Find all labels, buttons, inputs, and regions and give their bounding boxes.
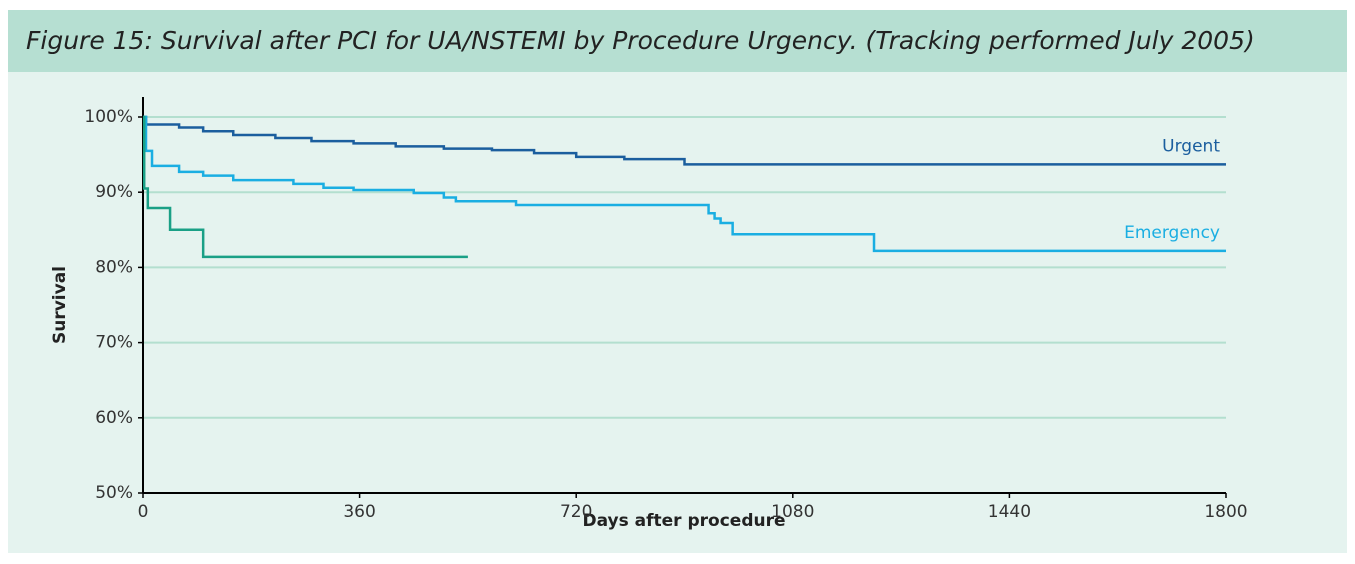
- x-tick-label: 360: [343, 502, 375, 522]
- y-tick-label: 60%: [95, 408, 133, 428]
- survival-line: [142, 115, 468, 259]
- y-tick-label: 80%: [95, 257, 133, 277]
- y-tick-label: 70%: [95, 333, 133, 353]
- y-axis-label: Survival: [50, 266, 70, 344]
- x-tick-label: 1800: [1204, 502, 1247, 522]
- y-tick-label: 90%: [95, 182, 133, 202]
- x-tick-label: 0: [138, 502, 149, 522]
- series-label: Urgent: [1162, 136, 1220, 156]
- survival-line: [143, 115, 1226, 253]
- x-tick-label: 1080: [771, 502, 814, 522]
- series-label: Emergency: [1124, 223, 1220, 243]
- title-band: [8, 10, 1347, 72]
- plot-background: [8, 72, 1347, 553]
- survival-line: [143, 115, 1226, 166]
- y-tick-label: 50%: [95, 483, 133, 503]
- x-tick-label: 720: [560, 502, 592, 522]
- x-tick-label: 1440: [988, 502, 1031, 522]
- x-axis-label: Days after procedure: [582, 511, 785, 531]
- chart-title: Figure 15: Survival after PCI for UA/NST…: [26, 26, 1255, 55]
- y-tick-label: 100%: [84, 107, 133, 127]
